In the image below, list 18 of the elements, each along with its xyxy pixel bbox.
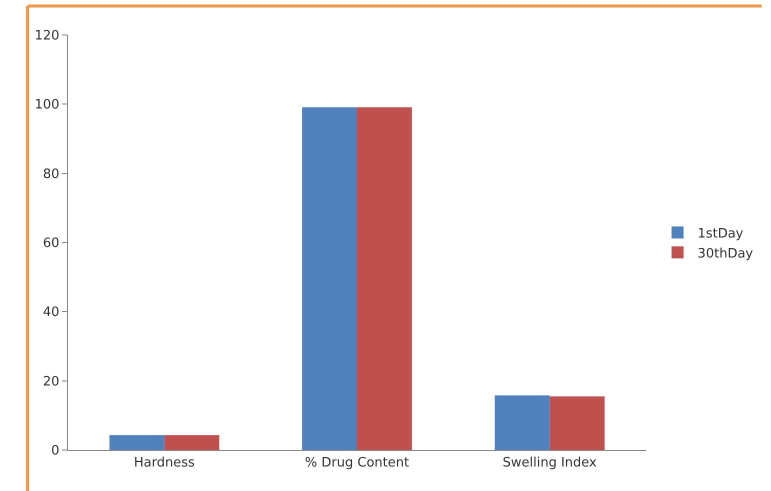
bar — [550, 396, 605, 450]
bar — [109, 435, 164, 450]
x-tick-label: % Drug Content — [304, 456, 410, 471]
y-tick-label: 120 — [34, 28, 60, 44]
legend-label: 30thDay — [698, 246, 754, 262]
legend-label: 1stDay — [698, 226, 744, 242]
bar — [302, 107, 357, 450]
y-tick-label: 100 — [34, 98, 60, 113]
y-tick-label: 40 — [42, 305, 60, 320]
x-tick-label: Hardness — [134, 456, 195, 471]
bar — [494, 395, 550, 450]
y-tick-label: 60 — [42, 236, 60, 252]
y-tick-label: 20 — [42, 374, 60, 390]
y-tick-label: 0 — [51, 444, 60, 459]
y-tick-label: 80 — [42, 166, 60, 182]
x-tick-label: Swelling Index — [502, 456, 598, 471]
bar — [357, 107, 412, 450]
bar — [164, 435, 220, 450]
